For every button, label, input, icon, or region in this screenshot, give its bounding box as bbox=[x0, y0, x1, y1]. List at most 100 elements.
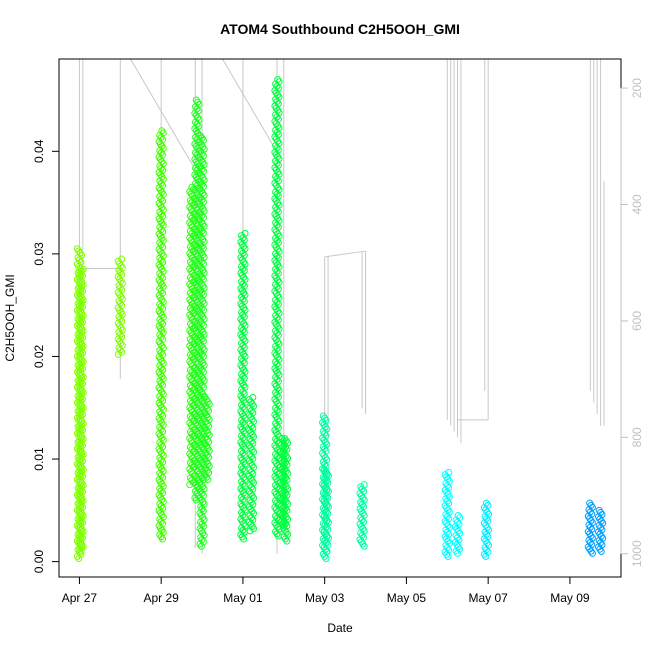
data-point bbox=[118, 317, 126, 325]
data-point bbox=[79, 318, 87, 326]
data-point bbox=[274, 285, 282, 293]
data-point bbox=[241, 276, 249, 284]
data-point bbox=[118, 264, 126, 272]
data-point bbox=[205, 431, 213, 439]
data-point bbox=[159, 504, 167, 512]
data-point bbox=[598, 541, 606, 549]
data-point bbox=[588, 510, 596, 518]
x-axis-label: Date bbox=[327, 621, 353, 635]
data-point bbox=[200, 531, 208, 539]
data-point bbox=[275, 186, 283, 194]
data-point bbox=[445, 508, 453, 516]
data-point bbox=[199, 337, 207, 345]
cluster-15 bbox=[356, 481, 368, 550]
data-point bbox=[283, 461, 291, 469]
data-point bbox=[275, 155, 283, 163]
data-point bbox=[200, 161, 208, 169]
data-point bbox=[159, 535, 167, 543]
data-point bbox=[455, 520, 463, 528]
data-point bbox=[199, 383, 207, 391]
data-point bbox=[159, 190, 167, 198]
data-point bbox=[456, 529, 464, 537]
data-point bbox=[159, 160, 167, 168]
data-point bbox=[79, 472, 87, 480]
y-axis-label: C2H5OOH_GMI bbox=[3, 274, 17, 361]
data-point bbox=[241, 260, 249, 268]
data-point bbox=[274, 270, 282, 278]
data-point bbox=[275, 417, 283, 425]
data-point bbox=[205, 453, 213, 461]
data-point bbox=[588, 519, 596, 527]
data-point bbox=[199, 322, 207, 330]
data-point bbox=[79, 450, 87, 458]
secondary-tick-label: 600 bbox=[630, 311, 644, 331]
data-point bbox=[159, 182, 167, 190]
cluster-2 bbox=[114, 255, 126, 358]
data-point bbox=[79, 543, 87, 551]
cluster-9 bbox=[245, 393, 258, 535]
data-point bbox=[250, 448, 258, 456]
data-point bbox=[240, 328, 248, 336]
data-point bbox=[159, 513, 167, 521]
data-point bbox=[274, 223, 282, 231]
data-point bbox=[323, 425, 331, 433]
data-point bbox=[323, 440, 331, 448]
data-point bbox=[275, 371, 283, 379]
data-point bbox=[588, 534, 596, 542]
data-point bbox=[200, 284, 208, 292]
data-point bbox=[324, 494, 332, 502]
data-point bbox=[275, 325, 283, 333]
data-point bbox=[79, 327, 87, 335]
data-point bbox=[324, 519, 332, 527]
data-point bbox=[249, 439, 257, 447]
data-point bbox=[240, 313, 248, 321]
data-point bbox=[274, 100, 282, 108]
data-point bbox=[360, 533, 368, 541]
data-point bbox=[274, 378, 282, 386]
data-point bbox=[274, 254, 282, 262]
data-point bbox=[284, 485, 292, 493]
data-point bbox=[79, 342, 87, 350]
data-point bbox=[159, 206, 167, 214]
data-point bbox=[275, 232, 283, 240]
data-point bbox=[205, 407, 213, 415]
data-point bbox=[199, 291, 207, 299]
y-axis: 0.00 0.01 0.02 0.03 0.04 bbox=[32, 139, 60, 573]
data-point bbox=[118, 302, 126, 310]
data-point bbox=[283, 507, 291, 515]
data-point bbox=[199, 183, 207, 191]
data-point bbox=[192, 496, 200, 504]
data-point bbox=[159, 498, 167, 506]
data-point bbox=[240, 535, 248, 543]
data-point bbox=[240, 359, 248, 367]
data-point bbox=[79, 272, 87, 280]
data-point bbox=[199, 538, 207, 546]
data-point bbox=[159, 329, 167, 337]
data-point bbox=[159, 458, 167, 466]
data-point bbox=[250, 494, 258, 502]
data-point bbox=[445, 477, 453, 485]
secondary-tick-label: 200 bbox=[630, 78, 644, 98]
data-point bbox=[199, 491, 207, 499]
data-point bbox=[249, 485, 257, 493]
data-point bbox=[274, 424, 282, 432]
data-point bbox=[205, 422, 213, 430]
data-point bbox=[205, 469, 213, 477]
data-point bbox=[195, 100, 203, 108]
data-point bbox=[199, 368, 207, 376]
data-point bbox=[118, 333, 126, 341]
data-point bbox=[445, 546, 453, 554]
data-point bbox=[360, 527, 368, 535]
data-point bbox=[79, 488, 87, 496]
data-point bbox=[275, 93, 283, 101]
data-point bbox=[241, 229, 249, 237]
data-point bbox=[249, 501, 257, 509]
data-point bbox=[240, 251, 248, 259]
chart-title: ATOM4 Southbound C2H5OOH_GMI bbox=[220, 21, 460, 37]
data-point bbox=[200, 361, 208, 369]
data-point bbox=[205, 447, 213, 455]
data-point bbox=[159, 421, 167, 429]
data-point bbox=[159, 212, 167, 220]
data-point bbox=[159, 381, 167, 389]
data-point bbox=[283, 537, 291, 545]
